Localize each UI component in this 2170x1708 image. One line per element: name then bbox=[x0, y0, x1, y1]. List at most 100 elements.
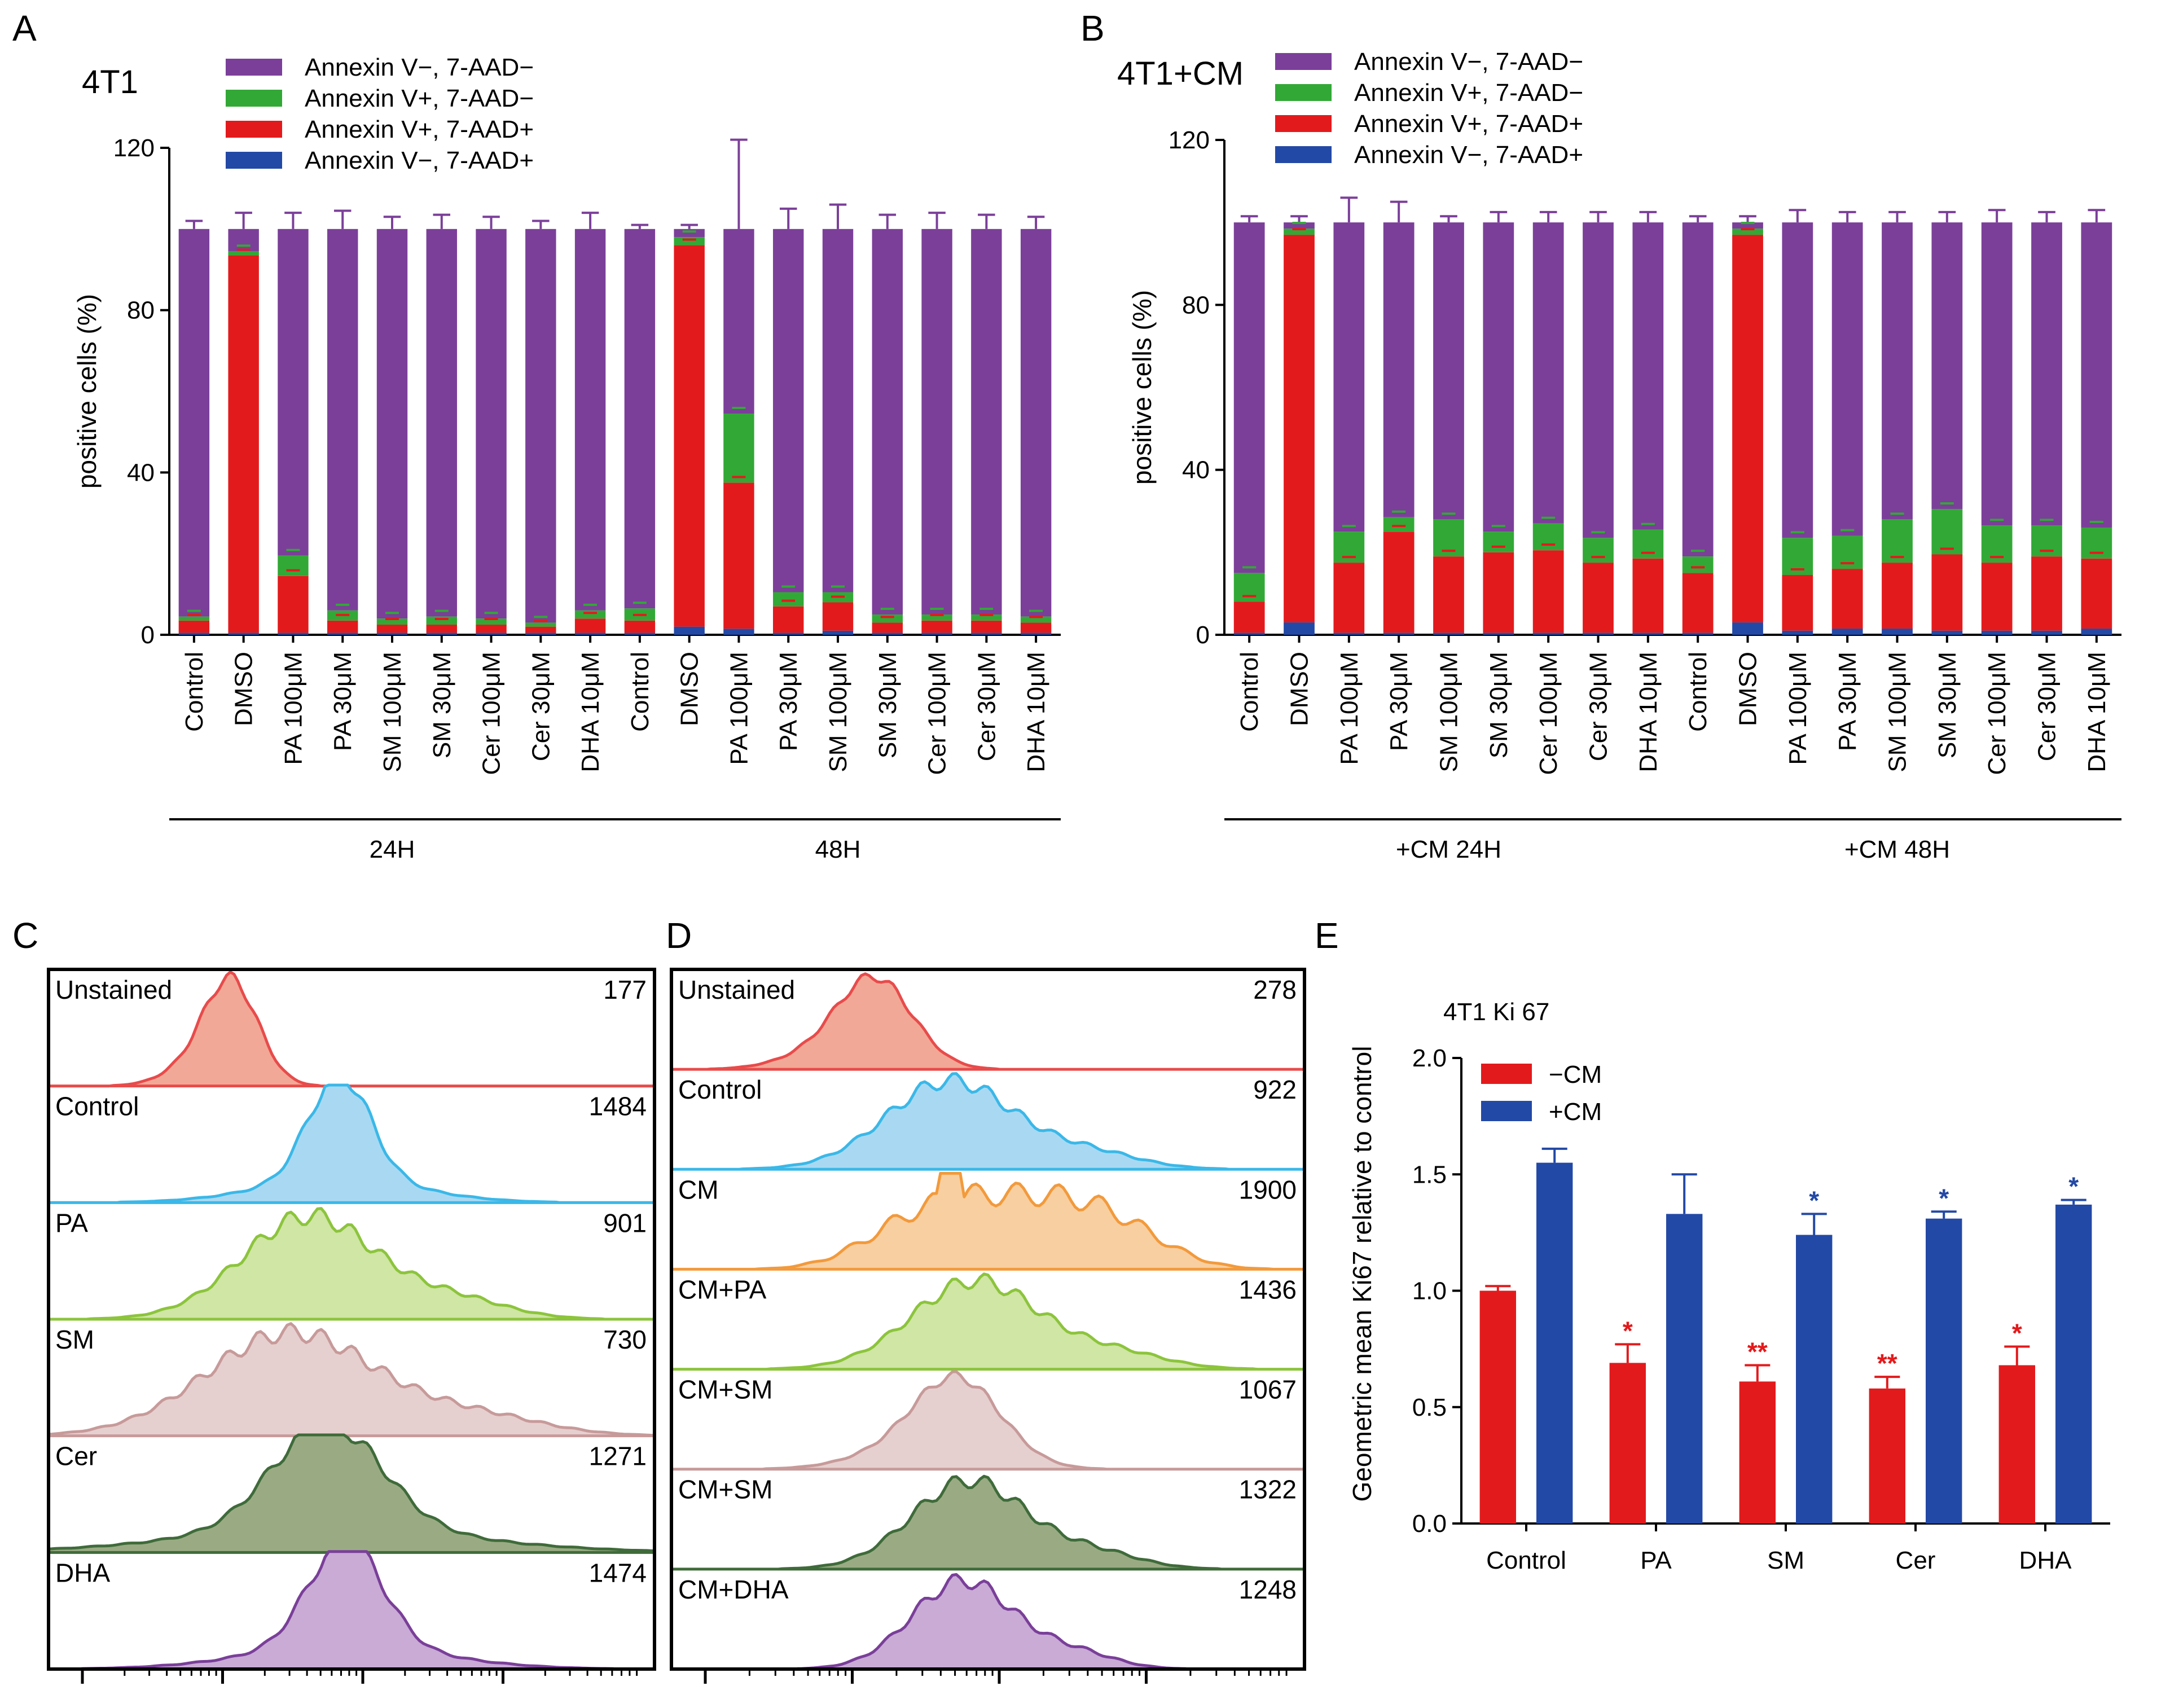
x-tick-label: PA 100μM bbox=[725, 652, 753, 765]
histogram-curve bbox=[670, 1171, 1306, 1271]
x-tick-label: PA 100μM bbox=[1336, 652, 1363, 765]
y-tick-label: 120 bbox=[113, 134, 155, 162]
histogram-value: 1484 bbox=[589, 1092, 647, 1121]
late-apoptotic-segment bbox=[1532, 550, 1564, 633]
live-segment bbox=[1532, 222, 1564, 524]
necrotic-segment bbox=[773, 633, 804, 635]
x-tick-label: DHA 10μM bbox=[577, 652, 604, 772]
legend-necrotic-label: Annexin V−, 7-AAD+ bbox=[1354, 141, 1583, 169]
panel-a-letter: A bbox=[12, 8, 37, 49]
live-segment bbox=[674, 229, 705, 238]
x-tick-label: DMSO bbox=[676, 652, 704, 726]
x-tick-label: DHA 10μM bbox=[2083, 652, 2111, 772]
panel-d-letter: D bbox=[666, 915, 692, 956]
late-apoptotic-segment bbox=[674, 245, 705, 627]
histogram-label: SM bbox=[55, 1325, 94, 1354]
early-apoptotic-segment bbox=[426, 616, 457, 625]
panel-b-chart: 0 40 80 120 positive cells (%) Control DMSO PA … bbox=[1127, 48, 2121, 863]
histogram-curve bbox=[47, 1207, 656, 1321]
significance-marker: * bbox=[2012, 1319, 2022, 1348]
early-apoptotic-segment bbox=[1483, 532, 1514, 552]
legend-plus-cm-label: +CM bbox=[1549, 1098, 1602, 1126]
early-apoptotic-segment bbox=[1682, 556, 1714, 573]
necrotic-segment bbox=[1931, 630, 1963, 635]
minus-cm-bar bbox=[1479, 1290, 1516, 1523]
minus-cm-bar bbox=[1998, 1365, 2035, 1523]
early-apoptotic-segment bbox=[178, 616, 210, 621]
histogram-label: Unstained bbox=[55, 975, 172, 1004]
histogram-label: Control bbox=[55, 1092, 139, 1121]
necrotic-segment bbox=[376, 633, 408, 635]
live-segment bbox=[1732, 222, 1763, 229]
late-apoptotic-segment bbox=[1333, 563, 1365, 633]
x-tick-label: SM 100μM bbox=[824, 652, 852, 772]
x-tick-label: Control bbox=[181, 652, 208, 732]
late-apoptotic-segment bbox=[327, 620, 358, 633]
early-apoptotic-segment bbox=[1882, 519, 1913, 563]
x-tick-label: Cer bbox=[1896, 1547, 1936, 1574]
x-tick-label: PA 30μM bbox=[1385, 652, 1413, 751]
early-apoptotic-segment bbox=[574, 610, 606, 619]
x-tick-label: PA 30μM bbox=[1834, 652, 1861, 751]
legend-live-label: Annexin V−, 7-AAD− bbox=[1354, 48, 1583, 76]
histogram-frame bbox=[47, 968, 656, 1671]
live-segment bbox=[773, 229, 804, 592]
necrotic-segment bbox=[1532, 633, 1564, 635]
histogram-label: CM+PA bbox=[678, 1275, 767, 1304]
necrotic-segment bbox=[971, 633, 1002, 635]
live-segment bbox=[872, 229, 903, 615]
y-tick-label: 120 bbox=[1169, 126, 1210, 154]
x-tick-label: SM 100μM bbox=[1884, 652, 1912, 772]
histogram-value: 1474 bbox=[589, 1558, 647, 1587]
histogram-value: 177 bbox=[603, 975, 647, 1004]
late-apoptotic-segment bbox=[1383, 532, 1415, 633]
histogram-label: PA bbox=[55, 1208, 88, 1237]
x-tick-label: Cer 30μM bbox=[1585, 652, 1613, 761]
plus-cm-bar bbox=[1666, 1214, 1703, 1523]
necrotic-segment bbox=[624, 633, 656, 635]
legend-late-apoptotic-label: Annexin V+, 7-AAD+ bbox=[1354, 110, 1583, 138]
late-apoptotic-segment bbox=[723, 482, 754, 629]
early-apoptotic-segment bbox=[525, 622, 556, 627]
histogram-curve bbox=[47, 1083, 656, 1204]
late-apoptotic-segment bbox=[2081, 558, 2112, 629]
late-apoptotic-segment bbox=[574, 618, 606, 633]
late-apoptotic-segment bbox=[1931, 554, 1963, 631]
legend-necrotic-swatch bbox=[1275, 146, 1332, 163]
early-apoptotic-segment bbox=[773, 592, 804, 607]
plus-cm-bar bbox=[1796, 1235, 1833, 1523]
live-segment bbox=[1882, 222, 1913, 520]
significance-marker: * bbox=[1939, 1183, 1949, 1213]
live-segment bbox=[1782, 222, 1813, 538]
significance-marker: * bbox=[1809, 1185, 1819, 1215]
necrotic-segment bbox=[178, 633, 210, 635]
panel-e-chart: 0.0 0.5 1.0 1.5 2.0 Geometric mean Ki67 relat… bbox=[1347, 1044, 2110, 1574]
early-apoptotic-segment bbox=[1383, 517, 1415, 532]
late-apoptotic-segment bbox=[971, 620, 1002, 633]
legend-early-apoptotic-label: Annexin V+, 7-AAD− bbox=[305, 85, 534, 112]
early-apoptotic-segment bbox=[1532, 523, 1564, 551]
x-tick-label: DMSO bbox=[1286, 652, 1314, 726]
x-tick-label: Cer 30μM bbox=[2033, 652, 2061, 761]
necrotic-segment bbox=[1632, 633, 1664, 635]
early-apoptotic-segment bbox=[1931, 509, 1963, 555]
necrotic-segment bbox=[1682, 633, 1714, 635]
histogram-value: 730 bbox=[603, 1325, 647, 1354]
panel-c-histograms: Unstained 177 Control 1484 PA 901 SM 730 Cer 1271… bbox=[47, 968, 656, 1684]
necrotic-segment bbox=[723, 629, 754, 635]
histogram-frame bbox=[670, 968, 1306, 1671]
y-axis-label: positive cells (%) bbox=[72, 294, 102, 489]
early-apoptotic-segment bbox=[1233, 573, 1265, 602]
live-segment bbox=[1020, 229, 1052, 617]
necrotic-segment bbox=[872, 633, 903, 635]
histogram-value: 922 bbox=[1253, 1075, 1297, 1104]
panel-a-chart: 0 40 80 120 positive cells (%) Control DMSO PA … bbox=[72, 54, 1061, 863]
x-tick-label: Cer 30μM bbox=[527, 652, 555, 761]
live-segment bbox=[921, 229, 952, 615]
legend-early-apoptotic-label: Annexin V+, 7-AAD− bbox=[1354, 79, 1583, 107]
late-apoptotic-segment bbox=[1682, 573, 1714, 633]
minus-cm-bar bbox=[1609, 1363, 1646, 1523]
late-apoptotic-segment bbox=[228, 255, 259, 633]
early-apoptotic-segment bbox=[674, 237, 705, 245]
x-tick-label: SM 100μM bbox=[379, 652, 406, 772]
